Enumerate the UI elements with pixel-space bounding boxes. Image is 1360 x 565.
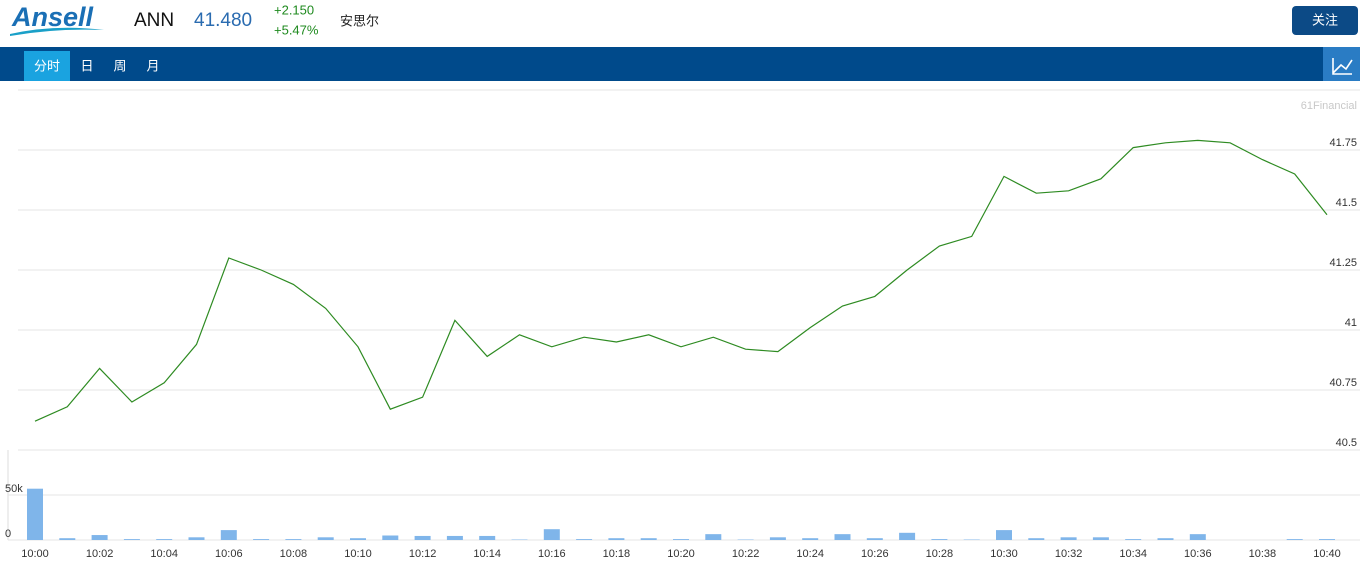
change: +2.150 (274, 2, 314, 17)
chart-icon (1332, 58, 1353, 75)
volume-bar (317, 537, 334, 540)
volume-bar (253, 539, 270, 540)
y-tick-label: 41.75 (1329, 137, 1357, 149)
volume-bar (1092, 537, 1109, 540)
volume-bar (27, 488, 43, 540)
volume-bar (543, 529, 560, 540)
symbol: ANN (134, 10, 174, 31)
x-tick-label: 10:26 (861, 548, 889, 560)
volume-bar (834, 534, 851, 540)
tab[interactable]: 周 (113, 58, 126, 73)
volume-bar (1060, 537, 1077, 540)
volume-bar (414, 535, 431, 540)
chart-toggle[interactable] (1323, 47, 1360, 81)
x-tick-label: 10:38 (1249, 548, 1277, 560)
tab[interactable]: 月 (146, 58, 159, 73)
volume-bar (899, 532, 916, 540)
volume-bar (156, 539, 173, 540)
x-tick-label: 10:02 (86, 548, 114, 560)
logo-swoosh (10, 27, 104, 36)
tab[interactable]: 分时 (34, 58, 60, 73)
y-tick-label: 41.25 (1329, 257, 1357, 269)
x-tick-label: 10:40 (1313, 548, 1341, 560)
x-tick-label: 10:34 (1119, 548, 1147, 560)
y-tick-label: 40.5 (1336, 437, 1357, 449)
volume-bar (576, 539, 593, 540)
x-tick-label: 10:04 (150, 548, 178, 560)
x-tick-label: 10:24 (796, 548, 824, 560)
volume-bar (59, 538, 76, 540)
follow-button[interactable] (1292, 6, 1358, 35)
price: 41.480 (194, 10, 252, 31)
x-tick-label: 10:18 (603, 548, 631, 560)
volume-bar (382, 535, 399, 540)
y-tick-label: 50k (5, 483, 23, 495)
volume-bar (1319, 539, 1335, 540)
tab[interactable]: 日 (80, 58, 93, 73)
stock-name: 安思尔 (340, 13, 379, 28)
y-tick-label: 40.75 (1329, 377, 1357, 389)
volume-bar (188, 537, 205, 540)
watermark: 61Financial (1301, 100, 1357, 112)
volume-bar (220, 530, 237, 540)
logo: Ansell (11, 2, 94, 32)
x-tick-label: 10:14 (473, 548, 501, 560)
x-tick-label: 10:10 (344, 548, 372, 560)
volume-bar (866, 538, 883, 540)
y-tick-label: 0 (5, 528, 11, 540)
price-line (34, 139, 1328, 422)
volume-bar (1125, 539, 1142, 540)
x-tick-label: 10:36 (1184, 548, 1212, 560)
x-tick-label: 10:00 (21, 548, 49, 560)
x-tick-label: 10:06 (215, 548, 243, 560)
y-tick-label: 41.5 (1336, 197, 1357, 209)
volume-bar (123, 539, 140, 540)
volume-bar (640, 538, 657, 540)
tab-active-bg (24, 51, 70, 81)
x-tick-label: 10:08 (280, 548, 308, 560)
volume-bar (996, 530, 1012, 540)
header-bg (0, 0, 1360, 43)
volume-bar (673, 539, 689, 540)
volume-bar (350, 538, 366, 540)
volume-bar (769, 537, 786, 540)
change-pct: +5.47% (274, 22, 319, 37)
x-tick-label: 10:20 (667, 548, 695, 560)
tab-bar (0, 47, 1360, 81)
volume-bar (479, 535, 496, 540)
x-tick-label: 10:12 (409, 548, 437, 560)
volume-bar (285, 539, 302, 540)
x-tick-label: 10:32 (1055, 548, 1083, 560)
volume-bar (446, 535, 463, 540)
volume-bar (1189, 534, 1206, 540)
x-tick-label: 10:30 (990, 548, 1018, 560)
y-tick-label: 41 (1345, 317, 1357, 329)
volume-bar (705, 534, 722, 540)
volume-bar (1286, 539, 1303, 540)
volume-bar (802, 538, 819, 540)
volume-bar (608, 538, 625, 540)
volume-bar (1028, 538, 1045, 540)
volume-bar (931, 539, 948, 540)
volume-bar (91, 535, 108, 540)
x-tick-label: 10:22 (732, 548, 760, 560)
volume-bar (1157, 538, 1174, 540)
x-tick-label: 10:16 (538, 548, 566, 560)
follow-label[interactable]: 关注 (1312, 12, 1338, 27)
x-tick-label: 10:28 (926, 548, 954, 560)
